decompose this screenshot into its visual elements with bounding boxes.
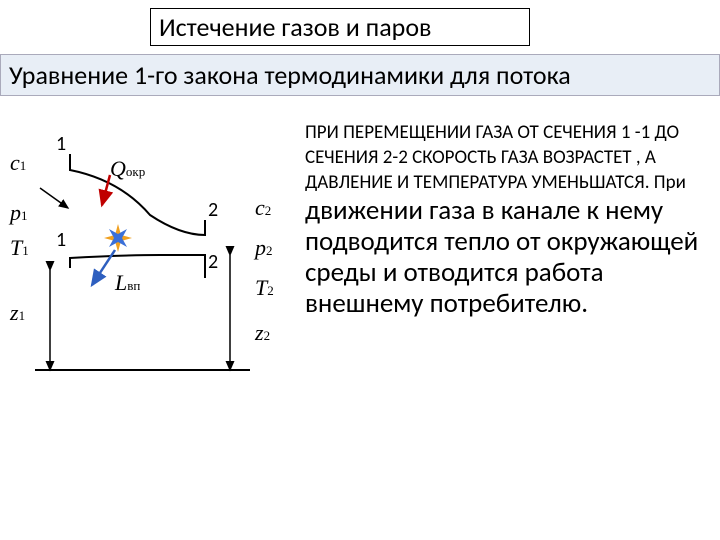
description-upper: ПРИ ПЕРЕМЕЩЕНИИ ГАЗА ОТ СЕЧЕНИЯ 1 -1 ДО … — [305, 121, 686, 194]
diagram-svg — [10, 120, 300, 440]
page-subtitle: Уравнение 1-го закона термодинамики для … — [0, 54, 720, 96]
description-lower: движении газа в канале к нему подводится… — [305, 194, 698, 320]
description-text: ПРИ ПЕРЕМЕЩЕНИИ ГАЗА ОТ СЕЧЕНИЯ 1 -1 ДО … — [305, 120, 715, 319]
flow-diagram: c1 p1 T1 z1 c2 p2 T2 z2 1 1 2 2 Qокр Lвп — [10, 120, 300, 440]
page-title: Истечение газов и паров — [150, 8, 530, 46]
